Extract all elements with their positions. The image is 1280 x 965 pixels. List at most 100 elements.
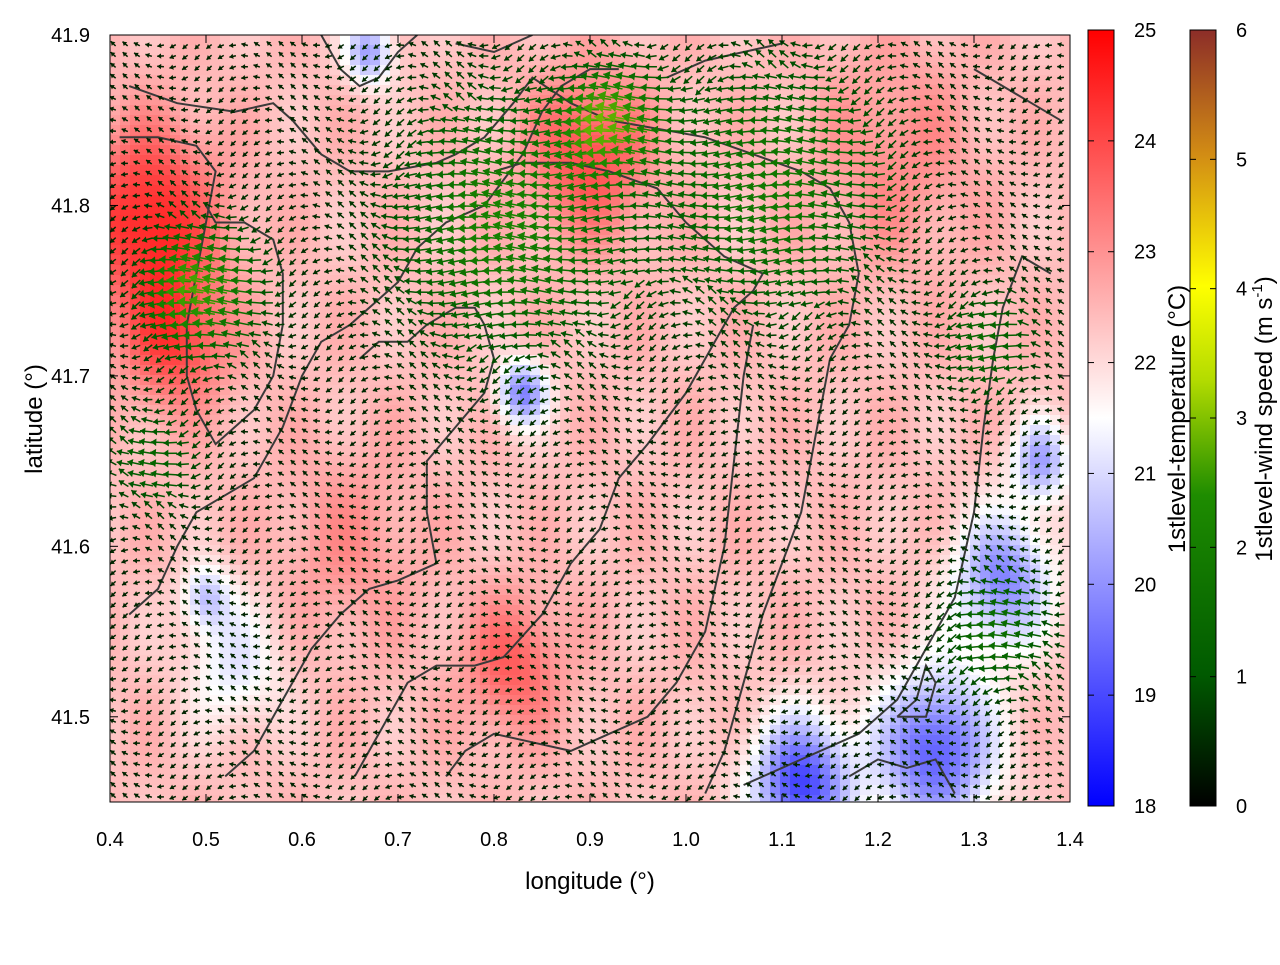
heatmap-cell: [730, 755, 741, 766]
heatmap-cell: [720, 755, 731, 766]
heatmap-cell: [120, 345, 131, 356]
heatmap-cell: [260, 505, 271, 516]
heatmap-cell: [250, 775, 261, 786]
heatmap-cell: [410, 705, 421, 716]
heatmap-cell: [300, 115, 311, 126]
heatmap-cell: [150, 545, 161, 556]
heatmap-cell: [510, 505, 521, 516]
heatmap-cell: [540, 325, 551, 336]
heatmap-cell: [310, 495, 321, 506]
heatmap-cell: [250, 275, 261, 286]
heatmap-cell: [120, 515, 131, 526]
heatmap-cell: [280, 535, 291, 546]
heatmap-cell: [520, 785, 531, 796]
heatmap-cell: [360, 735, 371, 746]
heatmap-cell: [550, 195, 561, 206]
heatmap-cell: [720, 445, 731, 456]
heatmap-cell: [440, 175, 451, 186]
heatmap-cell: [540, 455, 551, 466]
heatmap-cell: [500, 525, 511, 536]
heatmap-cell: [730, 435, 741, 446]
heatmap-cell: [610, 795, 621, 802]
heatmap-cell: [610, 85, 621, 96]
heatmap-cell: [750, 85, 761, 96]
heatmap-cell: [400, 445, 411, 456]
heatmap-cell: [660, 735, 671, 746]
heatmap-cell: [740, 795, 751, 802]
heatmap-cell: [210, 685, 221, 696]
heatmap-cell: [480, 285, 491, 296]
heatmap-cell: [240, 45, 251, 56]
heatmap-cell: [450, 365, 461, 376]
heatmap-cell: [210, 535, 221, 546]
heatmap-cell: [750, 305, 761, 316]
heatmap-cell: [420, 205, 431, 216]
heatmap-cell: [550, 45, 561, 56]
heatmap-cell: [610, 625, 621, 636]
heatmap-cell: [300, 495, 311, 506]
heatmap-cell: [160, 65, 171, 76]
heatmap-cell: [530, 195, 541, 206]
heatmap-cell: [230, 795, 241, 802]
heatmap-cell: [510, 475, 521, 486]
heatmap-cell: [340, 135, 351, 146]
heatmap-cell: [560, 285, 571, 296]
heatmap-cell: [520, 745, 531, 756]
heatmap-cell: [730, 615, 741, 626]
heatmap-cell: [160, 785, 171, 796]
heatmap-cell: [130, 695, 141, 706]
heatmap-cell: [310, 315, 321, 326]
heatmap-cell: [360, 435, 371, 446]
heatmap-cell: [260, 325, 271, 336]
heatmap-cell: [430, 505, 441, 516]
heatmap-cell: [600, 475, 611, 486]
heatmap-cell: [260, 105, 271, 116]
heatmap-cell: [300, 505, 311, 516]
heatmap-cell: [730, 745, 741, 756]
heatmap-cell: [340, 255, 351, 266]
heatmap-cell: [230, 215, 241, 226]
heatmap-cell: [640, 635, 651, 646]
heatmap-cell: [630, 515, 641, 526]
heatmap-cell: [220, 355, 231, 366]
heatmap-cell: [200, 735, 211, 746]
heatmap-cell: [270, 35, 281, 46]
heatmap-cell: [200, 395, 211, 406]
heatmap-cell: [360, 495, 371, 506]
heatmap-cell: [610, 615, 621, 626]
heatmap-cell: [280, 325, 291, 336]
heatmap-cell: [170, 165, 181, 176]
heatmap-cell: [630, 275, 641, 286]
heatmap-cell: [710, 715, 721, 726]
heatmap-cell: [630, 635, 641, 646]
heatmap-cell: [540, 765, 551, 776]
heatmap-cell: [280, 765, 291, 776]
heatmap-cell: [680, 675, 691, 686]
heatmap-cell: [640, 525, 651, 536]
heatmap-cell: [750, 555, 761, 566]
heatmap-cell: [580, 505, 591, 516]
heatmap-cell: [340, 105, 351, 116]
heatmap-cell: [380, 555, 391, 566]
heatmap-cell: [690, 715, 701, 726]
heatmap-cell: [120, 755, 131, 766]
heatmap-cell: [650, 295, 661, 306]
heatmap-cell: [660, 765, 671, 776]
heatmap-cell: [660, 325, 671, 336]
heatmap-cell: [740, 355, 751, 366]
heatmap-cell: [260, 485, 271, 496]
heatmap-cell: [220, 495, 231, 506]
heatmap-cell: [540, 175, 551, 186]
heatmap-cell: [530, 365, 541, 376]
heatmap-cell: [560, 385, 571, 396]
heatmap-cell: [520, 595, 531, 606]
heatmap-cell: [550, 185, 561, 196]
heatmap-cell: [400, 365, 411, 376]
heatmap-cell: [700, 205, 711, 216]
heatmap-cell: [290, 355, 301, 366]
heatmap-cell: [620, 85, 631, 96]
heatmap-cell: [550, 295, 561, 306]
heatmap-cell: [420, 655, 431, 666]
heatmap-cell: [650, 315, 661, 326]
heatmap-cell: [240, 225, 251, 236]
